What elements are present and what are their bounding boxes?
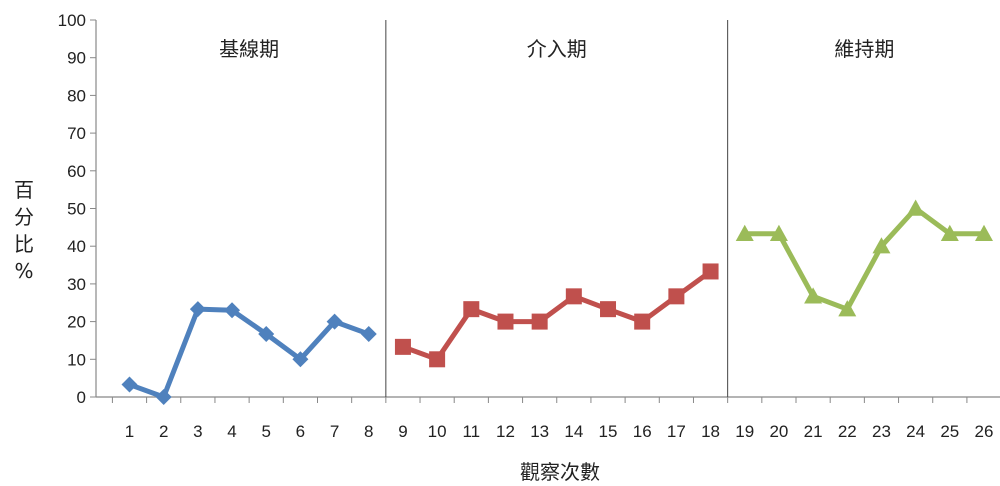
x-tick-label: 18 [701, 422, 720, 441]
x-tick-label: 14 [564, 422, 583, 441]
series-1 [121, 301, 377, 405]
y-axis-title-char: 分 [14, 205, 34, 229]
x-tick-label: 7 [330, 422, 339, 441]
data-point-triangle [940, 224, 959, 241]
y-axis-title-char: 百 [14, 178, 34, 202]
data-point-triangle [975, 224, 993, 241]
data-point-square [600, 301, 617, 318]
y-tick-label: 30 [67, 275, 86, 294]
y-tick-label: 20 [67, 313, 86, 332]
x-tick-label: 23 [872, 422, 891, 441]
data-point-diamond [155, 389, 172, 405]
series-2 [394, 263, 719, 368]
series-line [402, 269, 713, 362]
axes [90, 19, 1000, 403]
x-tick-label: 12 [496, 422, 515, 441]
data-point-triangle [838, 300, 857, 317]
x-tick-label: 9 [398, 422, 407, 441]
x-tick-label: 17 [667, 422, 686, 441]
data-point-square [531, 313, 548, 330]
data-point-square [497, 313, 514, 330]
x-tick-label: 6 [296, 422, 305, 441]
x-tick-label: 2 [159, 422, 168, 441]
y-tick-label: 0 [77, 388, 86, 407]
series-group [121, 199, 993, 405]
x-tick-label: 4 [227, 422, 236, 441]
data-point-triangle [769, 224, 788, 241]
phase-dividers [385, 20, 729, 397]
x-tick-label: 20 [769, 422, 788, 441]
data-point-square [394, 338, 411, 355]
data-point-square [429, 351, 446, 368]
data-point-diamond [224, 302, 241, 319]
y-tick-label: 50 [67, 200, 86, 219]
data-point-triangle [804, 287, 823, 304]
x-tick-label: 1 [125, 422, 134, 441]
x-tick-label: 22 [838, 422, 857, 441]
data-point-diamond [292, 351, 309, 368]
y-tick-labels: 0 10 20 30 40 50 60 70 80 90 100 [58, 11, 86, 407]
data-point-square [634, 313, 651, 330]
data-point-square [565, 288, 582, 305]
y-tick-label: 60 [67, 162, 86, 181]
data-point-diamond [258, 326, 275, 343]
x-tick-label: 13 [530, 422, 549, 441]
data-point-diamond [189, 301, 206, 318]
data-point-diamond [360, 326, 377, 343]
y-tick-label: 80 [67, 86, 86, 105]
x-tick-label: 26 [975, 422, 994, 441]
data-point-square [702, 263, 719, 280]
x-axis-title: 觀察次數 [520, 460, 600, 484]
data-point-diamond [121, 376, 138, 393]
series-line [744, 206, 984, 312]
x-tick-label: 24 [906, 422, 925, 441]
x-tick-labels: 1 2 3 4 5 6 7 8 9 10 11 12 13 14 15 16 17 18 19 20 21 22 23 24 2… [125, 422, 994, 441]
x-tick-label: 5 [261, 422, 270, 441]
y-tick-label: 90 [67, 49, 86, 68]
x-tick-label: 19 [735, 422, 754, 441]
phase-label: 維持期 [834, 37, 894, 61]
data-point-triangle [735, 224, 754, 241]
y-tick-label: 10 [67, 350, 86, 369]
x-tick-label: 15 [599, 422, 618, 441]
x-tick-label: 11 [462, 422, 480, 441]
data-point-square [463, 301, 480, 318]
y-axis-title-char: 比 [14, 232, 34, 256]
y-axis-title-char: % [14, 259, 33, 283]
data-point-triangle [906, 199, 925, 216]
phase-label: 介入期 [527, 37, 587, 61]
x-tick-label: 8 [364, 422, 373, 441]
x-tick-label: 3 [193, 422, 202, 441]
x-tick-label: 21 [804, 422, 823, 441]
series-3 [735, 199, 993, 317]
x-tick-label: 10 [428, 422, 447, 441]
y-tick-label: 40 [67, 237, 86, 256]
data-point-diamond [326, 313, 343, 330]
phase-label: 基線期 [219, 37, 279, 61]
series-line [128, 306, 370, 400]
data-point-triangle [872, 237, 891, 254]
data-point-square [668, 288, 685, 305]
x-tick-label: 25 [940, 422, 959, 441]
phase-labels: 基線期 介入期 維持期 [219, 37, 894, 61]
y-tick-label: 100 [58, 11, 86, 30]
y-axis-title: 百分比% [14, 178, 34, 283]
y-tick-label: 70 [67, 124, 86, 143]
x-tick-label: 16 [633, 422, 652, 441]
